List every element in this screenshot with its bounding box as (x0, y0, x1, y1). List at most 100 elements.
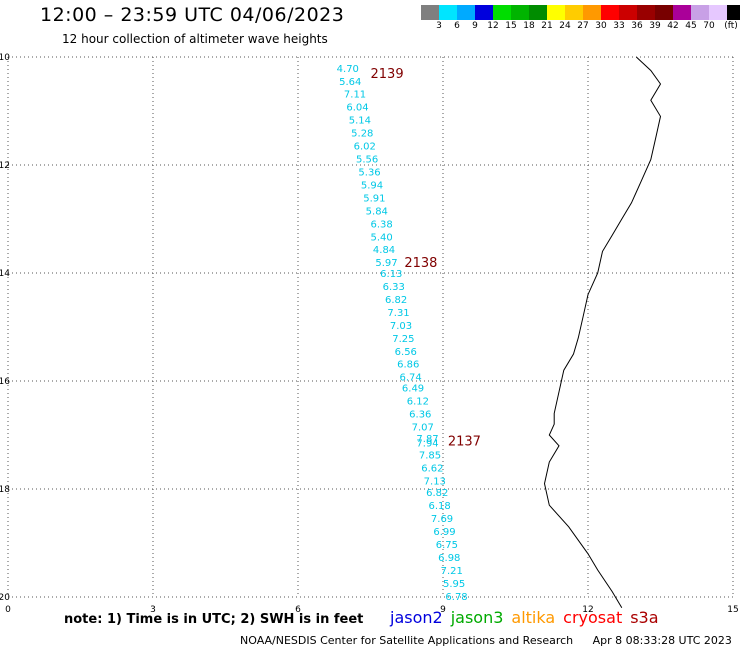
wave-height-value: 6.02 (354, 142, 376, 153)
wave-height-value: 6.86 (397, 360, 419, 371)
colorbar-label: 24 (559, 21, 571, 31)
wave-height-value: 7.87 (416, 434, 438, 445)
wave-height-value: 7.69 (431, 514, 453, 525)
x-tick-label: 3 (150, 605, 156, 615)
wave-height-value: 6.49 (402, 383, 424, 394)
y-tick-label: -20 (0, 593, 10, 603)
wave-height-value: 5.94 (361, 180, 383, 191)
x-tick-label: 6 (295, 605, 301, 615)
wave-height-value: 5.95 (443, 579, 465, 590)
colorbar-swatch (673, 5, 691, 20)
y-tick-label: -14 (0, 269, 10, 279)
colorbar (421, 5, 740, 20)
colorbar-label: 12 (487, 21, 499, 31)
wave-height-value: 6.62 (421, 463, 443, 474)
colorbar-swatch (529, 5, 547, 20)
y-tick-label: -16 (0, 377, 10, 387)
colorbar-swatch (439, 5, 457, 20)
colorbar-swatch (421, 5, 439, 20)
colorbar-label: 15 (505, 21, 517, 31)
wave-height-value: 5.28 (351, 129, 373, 140)
generated-timestamp: Apr 8 08:33:28 UTC 2023 (592, 634, 732, 647)
axis-ticks: 0 3 6 9 12 15 -10 -12 -14 -16 -18 -20 (0, 53, 739, 615)
wave-height-value: 6.74 (400, 373, 422, 384)
wave-height-value: 5.40 (371, 232, 393, 243)
satellite-legend: jason2 jason3 altika cryosat s3a (390, 608, 667, 627)
colorbar-label: 21 (541, 21, 553, 31)
colorbar-swatch (691, 5, 709, 20)
wave-height-value: 5.36 (358, 167, 380, 178)
wave-height-value: 5.56 (356, 155, 378, 166)
colorbar-label: 9 (472, 21, 478, 31)
wave-height-value: 7.85 (419, 450, 441, 461)
wave-height-value: 7.07 (412, 422, 434, 433)
wave-height-value: 4.70 (337, 64, 359, 75)
wave-height-value: 6.75 (436, 540, 458, 551)
colorbar-swatch (709, 5, 727, 20)
wave-height-value: 6.04 (346, 103, 368, 114)
legend-s3a: s3a (630, 608, 659, 627)
wave-height-value: 4.84 (373, 245, 395, 256)
y-tick-label: -18 (0, 485, 10, 495)
footer-note: note: 1) Time is in UTC; 2) SWH is in fe… (64, 612, 364, 627)
colorbar-swatch (475, 5, 493, 20)
grid (7, 56, 734, 598)
chart-title: 12:00 – 23:59 UTC 04/06/2023 (40, 4, 345, 26)
wave-height-labels: 4.70 5.64 7.11 6.04 5.14 5.28 6.02 5.565.36 5.94… (337, 64, 468, 603)
wave-height-value: 7.13 (424, 476, 446, 487)
chart-subtitle: 12 hour collection of altimeter wave hei… (62, 32, 328, 46)
wave-height-value: 7.31 (387, 308, 409, 319)
colorbar-swatch (457, 5, 475, 20)
colorbar-label: 3 (436, 21, 442, 31)
colorbar-label: 30 (595, 21, 607, 31)
wave-height-value: 6.99 (433, 527, 455, 538)
colorbar-swatch (583, 5, 601, 20)
colorbar-swatch (565, 5, 583, 20)
wave-height-value: 6.12 (407, 396, 429, 407)
wave-height-value: 6.82 (385, 295, 407, 306)
wave-height-value: 5.84 (366, 206, 388, 217)
colorbar-label: 6 (454, 21, 460, 31)
legend-jason2: jason2 (390, 608, 443, 627)
pass-number-label: 2137 (448, 434, 481, 449)
wave-height-value: 6.13 (380, 269, 402, 280)
wave-height-value: 7.21 (441, 566, 463, 577)
colorbar-label: 39 (649, 21, 661, 31)
credit-text: NOAA/NESDIS Center for Satellite Applica… (240, 634, 574, 647)
wave-height-value: 6.36 (409, 409, 431, 420)
x-tick-label: 12 (582, 605, 593, 615)
colorbar-label: 42 (667, 21, 679, 31)
y-tick-label: -10 (0, 53, 10, 63)
wave-height-value: 6.82 (426, 488, 448, 499)
colorbar-swatch (619, 5, 637, 20)
coastline (543, 56, 662, 609)
colorbar-label: 33 (613, 21, 625, 31)
wave-height-value: 7.11 (344, 90, 366, 101)
wave-height-value: 7.94 (416, 439, 438, 450)
colorbar-swatch (655, 5, 673, 20)
wave-height-value: 6.33 (383, 282, 405, 293)
x-tick-label: 0 (5, 605, 11, 615)
colorbar-swatch (727, 5, 740, 20)
wave-height-value: 6.56 (395, 347, 417, 358)
wave-height-value: 7.25 (392, 334, 414, 345)
wave-height-value: 6.98 (438, 553, 460, 564)
wave-height-value: 5.97 (375, 258, 397, 269)
y-tick-label: -12 (0, 161, 10, 171)
colorbar-swatch (601, 5, 619, 20)
colorbar-label: 27 (577, 21, 589, 31)
wave-height-value: 6.78 (445, 592, 467, 603)
wave-height-value: 5.64 (339, 77, 361, 88)
legend-altika: altika (511, 608, 556, 627)
colorbar-swatch (493, 5, 511, 20)
colorbar-label: 36 (631, 21, 643, 31)
colorbar-swatch (511, 5, 529, 20)
x-tick-label: 15 (727, 605, 738, 615)
colorbar-swatch (547, 5, 565, 20)
x-tick-label: 9 (440, 605, 446, 615)
colorbar-labels: 3 6 9 12 15 18 21 24 27 30 33 36 39 42 45 70 (ft) (421, 21, 740, 33)
colorbar-swatch (637, 5, 655, 20)
pass-number-label: 2138 (404, 256, 437, 271)
colorbar-label: (ft) (724, 21, 738, 31)
